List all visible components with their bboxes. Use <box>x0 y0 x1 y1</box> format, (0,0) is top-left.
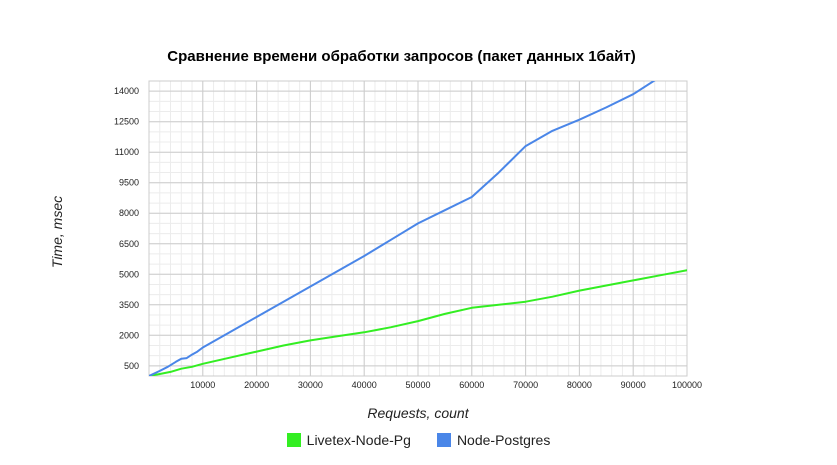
chart-title: Сравнение времени обработки запросов (па… <box>167 48 636 65</box>
legend-swatch-livetex <box>286 433 301 447</box>
y-tick-label: 8000 <box>119 208 139 218</box>
y-tick-label: 3500 <box>119 300 139 310</box>
legend-item-node-postgres[interactable]: Node-Postgres <box>436 432 551 448</box>
legend-label-livetex: Livetex-Node-Pg <box>306 432 411 448</box>
series-line-livetex-node-pg <box>149 269 687 376</box>
legend: Livetex-Node-Pg Node-Postgres <box>0 432 837 448</box>
legend-item-livetex[interactable]: Livetex-Node-Pg <box>286 432 411 448</box>
y-tick-label: 14000 <box>114 86 139 96</box>
y-tick-label: 11000 <box>115 147 139 157</box>
x-tick-label: 80000 <box>567 380 592 390</box>
grid-layer <box>148 80 688 377</box>
legend-swatch-node-postgres <box>436 433 451 447</box>
series-layer <box>149 81 687 376</box>
series-line-node-postgres <box>149 81 656 376</box>
y-tick-label: 12500 <box>114 117 139 127</box>
x-tick-label: 60000 <box>459 380 484 390</box>
y-tick-label: 9500 <box>119 178 139 188</box>
x-tick-label: 90000 <box>621 380 646 390</box>
x-tick-label: 40000 <box>352 380 377 390</box>
x-tick-label: 50000 <box>405 380 430 390</box>
y-axis-title: Time, msec <box>49 196 65 268</box>
y-tick-label: 5000 <box>119 269 139 279</box>
x-tick-label: 30000 <box>298 380 323 390</box>
y-tick-label: 2000 <box>119 330 139 340</box>
y-tick-label: 6500 <box>119 239 139 249</box>
y-tick-label: 500 <box>124 361 139 371</box>
plot-border <box>148 80 688 377</box>
x-tick-label: 100000 <box>672 380 702 390</box>
x-tick-label: 70000 <box>513 380 538 390</box>
tick-layer: 10000 20000 30000 40000 50000 60000 70000 80000… <box>114 86 702 390</box>
x-axis-title: Requests, count <box>367 405 469 421</box>
x-tick-label: 20000 <box>244 380 269 390</box>
legend-label-node-postgres: Node-Postgres <box>456 432 551 448</box>
x-tick-label: 10000 <box>190 380 215 390</box>
